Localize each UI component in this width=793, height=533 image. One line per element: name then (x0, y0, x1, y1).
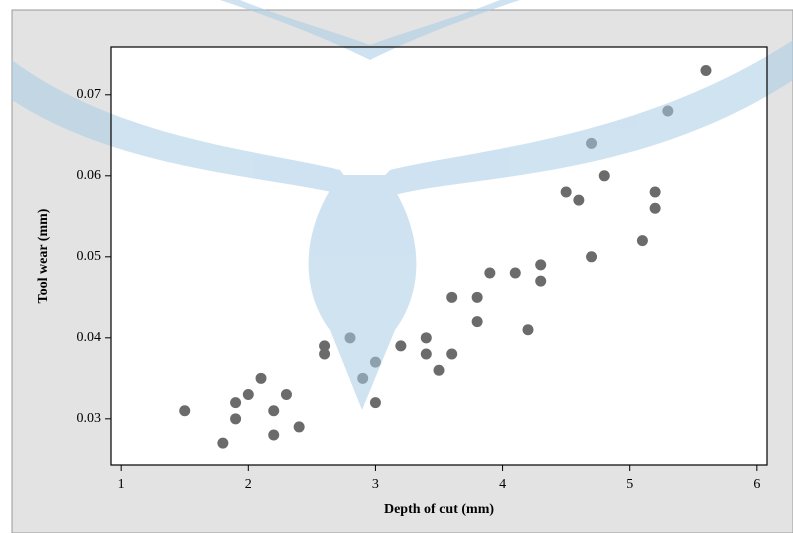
point (471, 291, 483, 303)
point (242, 389, 254, 401)
y-tick-label: 0.03 (77, 411, 102, 426)
point (484, 267, 496, 279)
point (255, 372, 267, 384)
x-tick-label: 4 (499, 477, 506, 492)
marks-layer (179, 64, 712, 449)
y-tick-label: 0.07 (77, 87, 102, 102)
point (586, 251, 598, 263)
point (420, 348, 432, 360)
x-axis-title: Depth of cut (mm) (384, 502, 494, 517)
point (395, 340, 407, 352)
x-tick-label: 5 (626, 477, 633, 492)
point (293, 421, 305, 433)
point (420, 332, 432, 344)
y-axis-title: Tool wear (mm) (36, 208, 51, 303)
y-tick-label: 0.04 (77, 330, 102, 345)
point (471, 316, 483, 328)
point (369, 397, 381, 409)
point (535, 259, 547, 271)
point (573, 194, 585, 206)
point (433, 364, 445, 376)
point (230, 397, 242, 409)
point (598, 170, 610, 182)
x-tick-label: 6 (753, 477, 760, 492)
point (522, 324, 534, 336)
x-tick-label: 3 (372, 477, 379, 492)
watermark (12, 0, 793, 410)
y-tick-label: 0.06 (77, 168, 102, 183)
point (319, 340, 331, 352)
point (268, 429, 280, 441)
point (649, 186, 661, 198)
point (649, 202, 661, 214)
y-tick-label: 0.05 (77, 249, 102, 264)
point (560, 186, 572, 198)
point (230, 413, 242, 425)
x-tick-label: 1 (118, 477, 125, 492)
point (319, 348, 331, 360)
point (446, 348, 458, 360)
point (179, 405, 191, 417)
x-tick-label: 2 (245, 477, 252, 492)
point (636, 235, 648, 247)
point (700, 64, 712, 76)
point (217, 437, 229, 449)
point (268, 405, 280, 417)
point (446, 291, 458, 303)
point (535, 275, 547, 287)
point (509, 267, 521, 279)
plot-frame (110, 46, 768, 466)
point (280, 389, 292, 401)
